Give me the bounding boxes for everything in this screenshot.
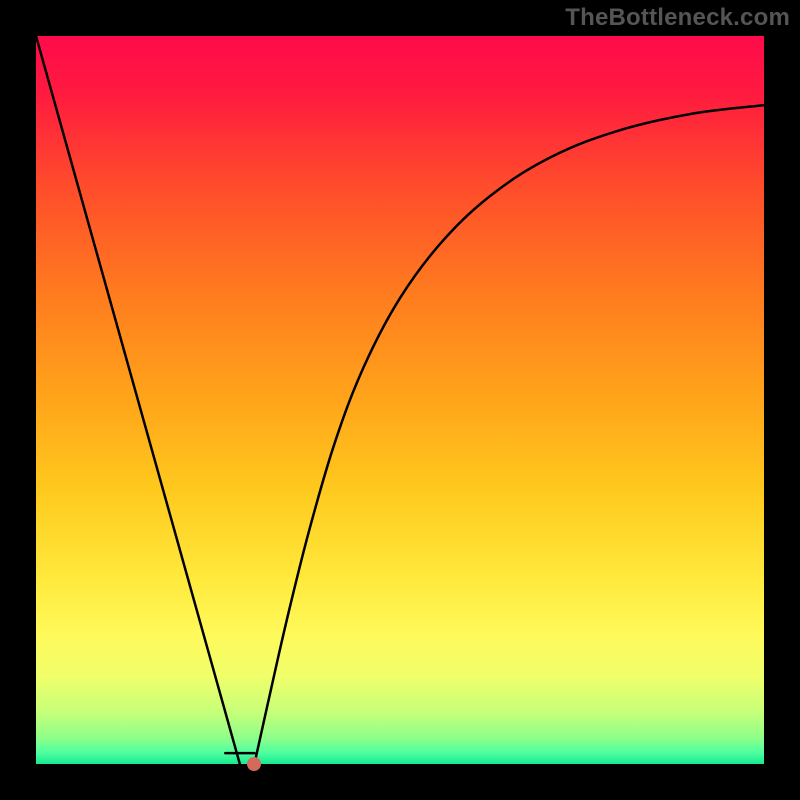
watermark-text: TheBottleneck.com [565,4,790,32]
plot-area [36,36,764,764]
minimum-marker [247,757,261,771]
bottleneck-curve [36,36,764,764]
